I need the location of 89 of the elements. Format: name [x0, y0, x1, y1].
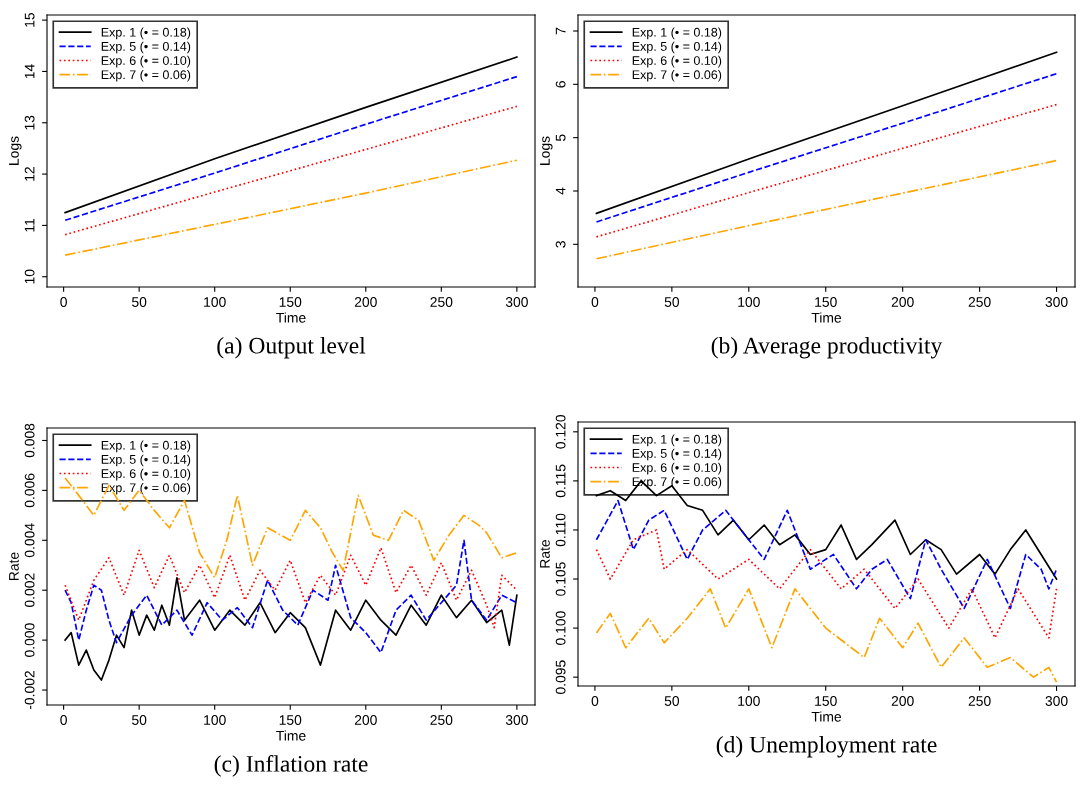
legend-label: Exp. 1 (• = 0.18) — [101, 440, 191, 453]
x-tick-label: 200 — [891, 696, 914, 706]
y-tick-label: 6 — [555, 81, 566, 88]
x-tick-label: 200 — [354, 715, 377, 725]
x-tick-label: 100 — [738, 297, 760, 307]
y-tick-label: 0.000 — [24, 623, 35, 657]
x-tick-label: 0 — [60, 297, 67, 307]
x-axis-title: Time — [811, 711, 842, 722]
line-series — [64, 576, 518, 681]
x-tick-label: 50 — [131, 715, 147, 725]
legend-label: Exp. 1 (• = 0.18) — [101, 27, 191, 40]
y-tick-label: 14 — [24, 64, 35, 79]
line-series — [595, 529, 1058, 639]
y-axis-title: Logs — [540, 136, 553, 165]
x-tick-label: 150 — [279, 297, 302, 307]
legend-label: Exp. 5 (• = 0.14) — [101, 41, 191, 54]
x-axis-title: Time — [276, 730, 306, 741]
x-tick-label: 50 — [664, 297, 680, 307]
line-series — [64, 105, 518, 236]
x-tick-label: 50 — [131, 297, 147, 307]
x-tick-label: 100 — [738, 696, 760, 706]
line-series — [595, 103, 1058, 238]
y-tick-label: -0.002 — [24, 671, 35, 710]
y-axis-title: Logs — [9, 136, 22, 165]
x-axis-title: Time — [811, 312, 842, 323]
x-tick-label: 50 — [664, 696, 680, 706]
legend-label: Exp. 6 (• = 0.10) — [101, 55, 191, 68]
x-tick-label: 100 — [204, 297, 226, 307]
legend-label: Exp. 6 (• = 0.10) — [632, 55, 722, 68]
line-series — [595, 72, 1058, 223]
x-tick-label: 0 — [60, 715, 67, 725]
line-series — [64, 539, 518, 654]
y-tick-label: 0.120 — [555, 414, 566, 449]
y-tick-label: 0.100 — [555, 611, 566, 645]
line-series — [64, 56, 518, 214]
y-tick-label: 0.095 — [555, 660, 566, 694]
y-tick-label: 12 — [24, 167, 35, 181]
y-tick-label: 15 — [24, 12, 35, 27]
x-tick-label: 150 — [279, 715, 302, 725]
legend-label: Exp. 5 (• = 0.14) — [632, 41, 722, 54]
legend-label: Exp. 5 (• = 0.14) — [101, 454, 191, 467]
line-series — [595, 499, 1058, 610]
x-tick-label: 200 — [891, 297, 914, 307]
y-tick-label: 13 — [24, 115, 35, 130]
legend-label: Exp. 5 (• = 0.14) — [632, 448, 722, 461]
line-series — [595, 588, 1058, 683]
x-tick-label: 250 — [430, 297, 453, 307]
y-tick-label: 10 — [24, 269, 35, 284]
y-axis-title: Rate — [9, 552, 19, 581]
legend-label: Exp. 1 (• = 0.18) — [632, 434, 722, 447]
legend-label: Exp. 6 (• = 0.10) — [101, 468, 191, 481]
y-tick-label: 4 — [555, 187, 566, 195]
y-tick-label: 0.006 — [24, 473, 35, 508]
y-tick-label: 0.105 — [555, 562, 566, 596]
legend-label: Exp. 1 (• = 0.18) — [632, 27, 722, 40]
x-tick-label: 250 — [968, 696, 991, 706]
x-tick-label: 0 — [591, 696, 599, 706]
y-tick-label: 0.004 — [24, 523, 35, 558]
y-tick-label: 0.110 — [555, 513, 566, 547]
y-tick-label: 0.115 — [555, 464, 566, 498]
line-series — [64, 546, 518, 629]
x-tick-label: 300 — [505, 297, 528, 307]
line-series — [595, 159, 1058, 260]
y-tick-label: 0.002 — [24, 573, 35, 608]
x-axis-title: Time — [276, 312, 306, 323]
text: (b) Average productivity — [711, 337, 943, 359]
y-tick-label: 0.008 — [24, 423, 35, 458]
y-tick-label: 5 — [555, 134, 566, 141]
x-tick-label: 200 — [354, 297, 377, 307]
legend-label: Exp. 7 (• = 0.06) — [632, 69, 722, 82]
line-series — [64, 159, 518, 257]
x-tick-label: 0 — [591, 297, 599, 307]
x-tick-label: 100 — [204, 715, 226, 725]
y-tick-label: 7 — [555, 27, 566, 35]
x-tick-label: 150 — [815, 696, 837, 706]
y-tick-label: 11 — [24, 218, 35, 232]
x-tick-label: 300 — [1045, 696, 1068, 706]
y-axis-title: Rate — [540, 539, 550, 568]
x-tick-label: 300 — [505, 715, 528, 725]
x-tick-label: 300 — [1045, 297, 1068, 307]
x-tick-label: 150 — [815, 297, 837, 307]
text: (a) Output level — [217, 337, 366, 359]
x-tick-label: 250 — [968, 297, 991, 307]
text: (c) Inflation rate — [214, 755, 368, 777]
y-tick-label: 3 — [555, 241, 566, 248]
x-tick-label: 250 — [430, 715, 453, 725]
text: (d) Unemployment rate — [716, 736, 937, 758]
legend-label: Exp. 7 (• = 0.06) — [101, 69, 191, 82]
legend-label: Exp. 6 (• = 0.10) — [632, 462, 722, 475]
